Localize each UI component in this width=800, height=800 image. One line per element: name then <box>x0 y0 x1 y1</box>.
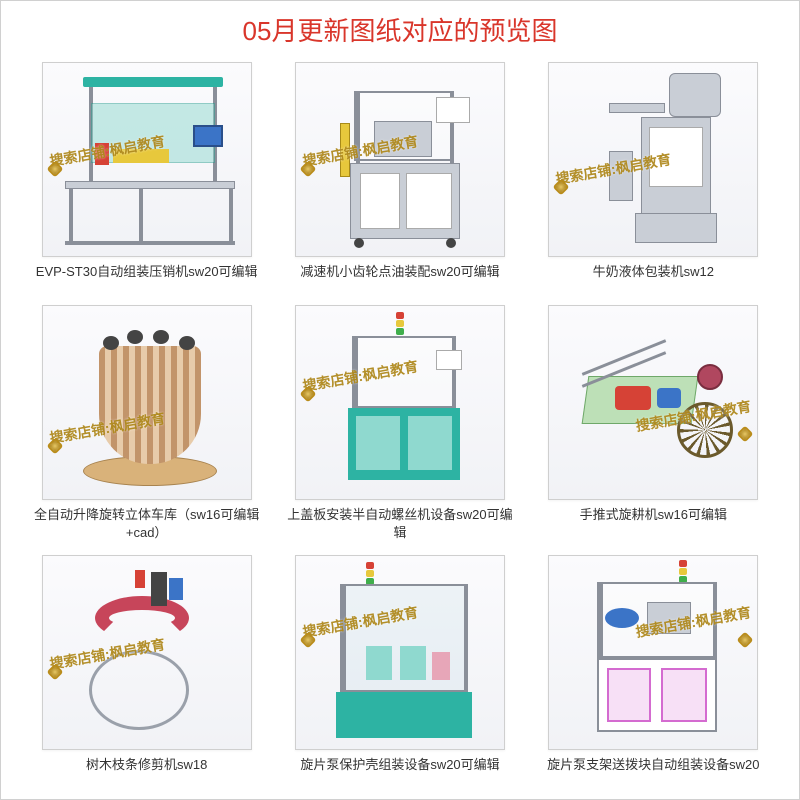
thumbnail[interactable]: 搜索店铺:枫启教育 <box>548 62 758 257</box>
page-header: 05月更新图纸对应的预览图 <box>1 1 799 62</box>
grid-cell: 搜索店铺:枫启教育 树木枝条修剪机sw18 <box>23 555 270 792</box>
grid-cell: 搜索店铺:枫启教育 全自动升降旋转立体车库（sw16可编辑+cad） <box>23 305 270 549</box>
thumbnail[interactable]: 搜索店铺:枫启教育 <box>42 305 252 500</box>
thumbnail[interactable]: 搜索店铺:枫启教育 <box>295 555 505 750</box>
thumbnail-caption: 上盖板安装半自动螺丝机设备sw20可编辑 <box>285 500 515 549</box>
thumbnail-caption: 减速机小齿轮点油装配sw20可编辑 <box>298 257 501 299</box>
thumbnail[interactable]: 搜索店铺:枫启教育 <box>42 62 252 257</box>
grid-cell: 搜索店铺:枫启教育 减速机小齿轮点油装配sw20可编辑 <box>276 62 523 299</box>
page-title: 05月更新图纸对应的预览图 <box>1 11 799 48</box>
watermark-dot <box>737 426 754 443</box>
thumbnail-caption: 全自动升降旋转立体车库（sw16可编辑+cad） <box>32 500 262 549</box>
thumbnail-caption: 手推式旋耕机sw16可编辑 <box>578 500 729 542</box>
thumbnail[interactable]: 搜索店铺:枫启教育 <box>295 62 505 257</box>
thumbnail[interactable]: 搜索店铺:枫启教育 <box>42 555 252 750</box>
thumbnail-caption: EVP-ST30自动组装压销机sw20可编辑 <box>34 257 260 299</box>
grid-cell: 搜索店铺:枫启教育 旋片泵支架送拨块自动组装设备sw20 <box>530 555 777 792</box>
grid-cell: 搜索店铺:枫启教育 牛奶液体包装机sw12 <box>530 62 777 299</box>
thumbnail-caption: 牛奶液体包装机sw12 <box>591 257 716 299</box>
thumbnail[interactable]: 搜索店铺:枫启教育 <box>548 305 758 500</box>
thumbnail-caption: 树木枝条修剪机sw18 <box>84 750 209 792</box>
thumbnail[interactable]: 搜索店铺:枫启教育 <box>295 305 505 500</box>
grid-cell: 搜索店铺:枫启教育 手推式旋耕机sw16可编辑 <box>530 305 777 549</box>
thumbnail-caption: 旋片泵支架送拨块自动组装设备sw20 <box>545 750 761 792</box>
watermark-dot <box>737 632 754 649</box>
grid-cell: 搜索店铺:枫启教育 旋片泵保护壳组装设备sw20可编辑 <box>276 555 523 792</box>
preview-grid: 搜索店铺:枫启教育 EVP-ST30自动组装压销机sw20可编辑 搜索店铺:枫启… <box>1 62 799 792</box>
thumbnail[interactable]: 搜索店铺:枫启教育 <box>548 555 758 750</box>
thumbnail-caption: 旋片泵保护壳组装设备sw20可编辑 <box>298 750 501 792</box>
grid-cell: 搜索店铺:枫启教育 EVP-ST30自动组装压销机sw20可编辑 <box>23 62 270 299</box>
grid-cell: 搜索店铺:枫启教育 上盖板安装半自动螺丝机设备sw20可编辑 <box>276 305 523 549</box>
